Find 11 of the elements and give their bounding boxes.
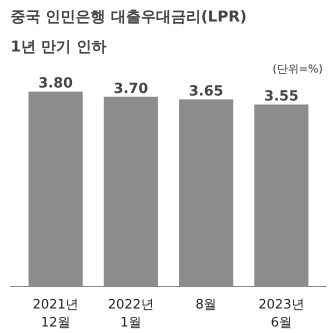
chart-title: 중국 인민은행 대출우대금리(LPR) [10,8,247,26]
data-label: 3.70 [114,80,148,97]
x-tick-label: 2023년 6월 [258,298,304,330]
text: (단위=%) [272,62,323,76]
data-label: 3.80 [38,76,74,92]
x-tick-label: 8월 [195,298,217,312]
chart-subtitle: 1년 만기 인하 [10,38,106,56]
x-tick-label: 2022년 1월 [108,298,154,330]
x-tick-label: 2021년 12월 [32,298,79,330]
data-label: 3.55 [264,88,299,104]
data-label: 3.65 [188,83,224,100]
